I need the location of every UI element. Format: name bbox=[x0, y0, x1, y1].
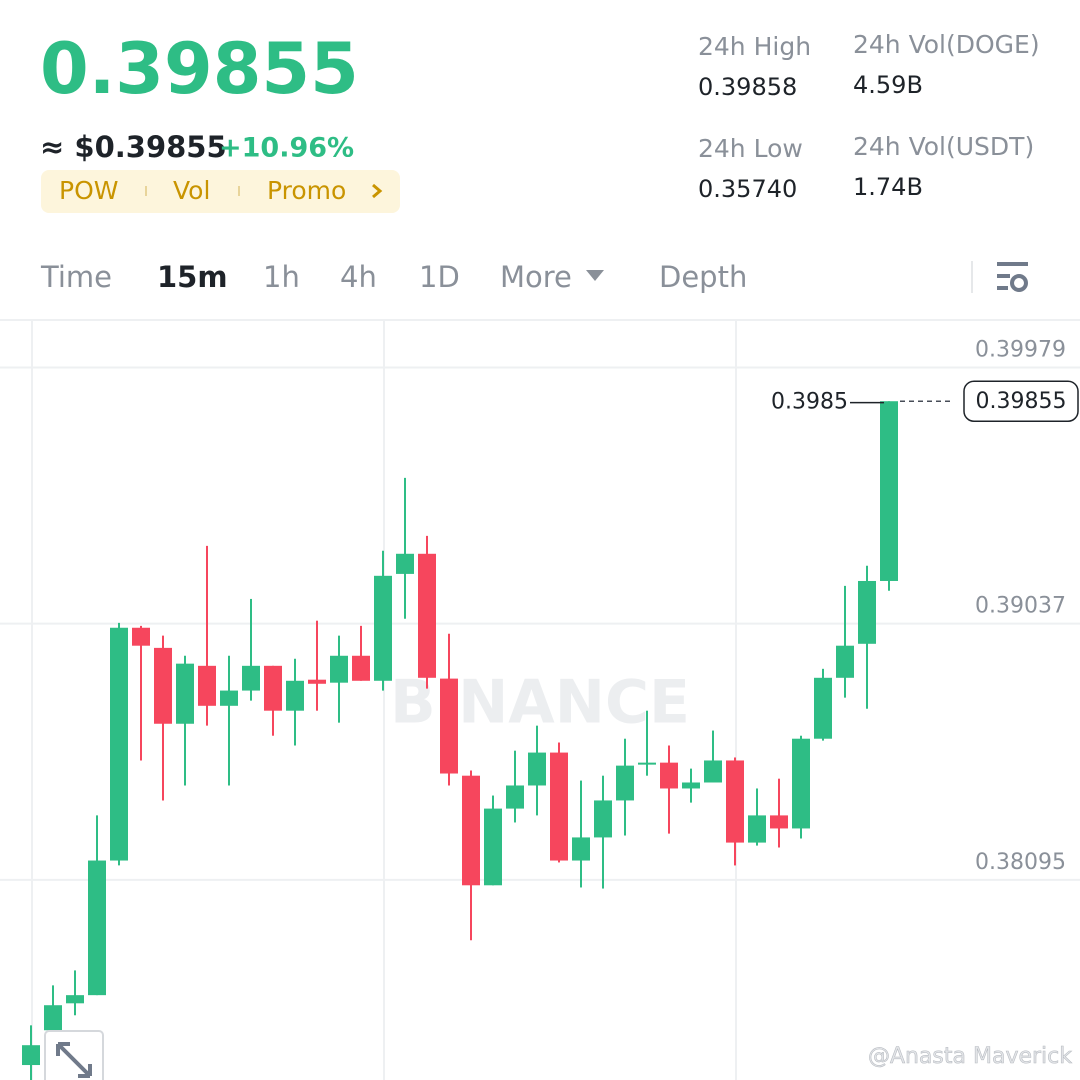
tab-separator bbox=[971, 261, 973, 293]
candle-body bbox=[396, 553, 414, 574]
y-tick-label: 0.39037 bbox=[975, 594, 1066, 619]
candle-body bbox=[176, 663, 194, 724]
last-price-label: 0.39855 bbox=[976, 389, 1067, 414]
stat-label: 24h Vol(USDT) bbox=[853, 132, 1034, 161]
candle-body bbox=[374, 575, 392, 681]
tab-active[interactable]: 15m bbox=[157, 260, 228, 294]
candle-body bbox=[726, 760, 744, 843]
candle-body bbox=[814, 677, 832, 739]
candle-body bbox=[792, 738, 810, 829]
stat-label: 24h Vol(DOGE) bbox=[853, 30, 1040, 59]
tag-bar bbox=[41, 170, 400, 213]
candle-body bbox=[770, 815, 788, 829]
settings-icon[interactable] bbox=[997, 262, 1028, 292]
chevron bbox=[372, 183, 383, 199]
watermark: @Anasta Maverick bbox=[868, 1044, 1072, 1069]
candle-body bbox=[506, 785, 524, 809]
candle-body bbox=[682, 782, 700, 789]
candle-body bbox=[858, 580, 876, 644]
candle-body bbox=[330, 655, 348, 683]
candle-body bbox=[528, 752, 546, 786]
candle-body bbox=[286, 680, 304, 711]
tag[interactable]: POW bbox=[59, 176, 118, 205]
divider bbox=[0, 319, 1080, 321]
candle-body bbox=[352, 655, 370, 681]
max-marker-label: 0.3985 bbox=[771, 390, 848, 415]
y-tick-label: 0.39979 bbox=[975, 338, 1066, 363]
tag[interactable]: Promo bbox=[267, 176, 346, 205]
candle-body bbox=[484, 808, 502, 886]
stat-value: 0.35740 bbox=[698, 175, 797, 203]
candle-body bbox=[616, 765, 634, 801]
candle-body bbox=[880, 401, 898, 581]
vertical-grid bbox=[31, 321, 737, 1080]
candle-body bbox=[594, 800, 612, 838]
candle-body bbox=[638, 762, 656, 765]
stat-value: 4.59B bbox=[853, 71, 923, 99]
candle-body bbox=[572, 837, 590, 861]
candle-body bbox=[704, 760, 722, 783]
candle-body bbox=[264, 665, 282, 711]
tab[interactable]: Depth bbox=[659, 260, 747, 294]
stat-label: 24h Low bbox=[698, 134, 803, 163]
stat-value: 1.74B bbox=[853, 173, 923, 201]
fiat-price: ≈ $0.39855 bbox=[40, 130, 227, 164]
last-price-box bbox=[963, 380, 1079, 422]
y-tick-label: 0.38095 bbox=[975, 850, 1066, 875]
candle-body bbox=[242, 665, 260, 691]
tag-separator bbox=[145, 186, 147, 196]
tab[interactable]: More bbox=[500, 260, 572, 294]
tab[interactable]: 1h bbox=[263, 260, 300, 294]
logo-watermark: BINANCE bbox=[390, 668, 690, 738]
candle-body bbox=[550, 752, 568, 861]
candle-body bbox=[22, 1045, 40, 1066]
candle-body bbox=[66, 995, 84, 1004]
tag-separator bbox=[238, 186, 240, 196]
candle-body bbox=[440, 678, 458, 774]
candle-body bbox=[220, 690, 238, 706]
candle-body bbox=[132, 627, 150, 646]
candle-body bbox=[462, 775, 480, 886]
candle-body bbox=[748, 815, 766, 843]
expand-icon bbox=[56, 1042, 92, 1078]
stat-value: 0.39858 bbox=[698, 73, 797, 101]
candle-body bbox=[110, 627, 128, 861]
candle-body bbox=[44, 1005, 62, 1031]
last-price: 0.39855 bbox=[40, 28, 359, 110]
tab[interactable]: 4h bbox=[340, 260, 377, 294]
tab[interactable]: Time bbox=[40, 260, 112, 294]
expand-button[interactable] bbox=[44, 1030, 104, 1080]
price-change: +10.96% bbox=[219, 133, 354, 164]
candle-body bbox=[418, 553, 436, 678]
candle-body bbox=[836, 645, 854, 678]
candle-body bbox=[88, 860, 106, 996]
candle-body bbox=[660, 762, 678, 789]
candle-body bbox=[154, 647, 172, 724]
stat-label: 24h High bbox=[698, 32, 811, 61]
candle-body bbox=[308, 679, 326, 684]
tag[interactable]: Vol bbox=[173, 176, 210, 205]
dropdown-arrow bbox=[586, 270, 604, 281]
candle-body bbox=[198, 665, 216, 706]
tab[interactable]: 1D bbox=[419, 260, 460, 294]
